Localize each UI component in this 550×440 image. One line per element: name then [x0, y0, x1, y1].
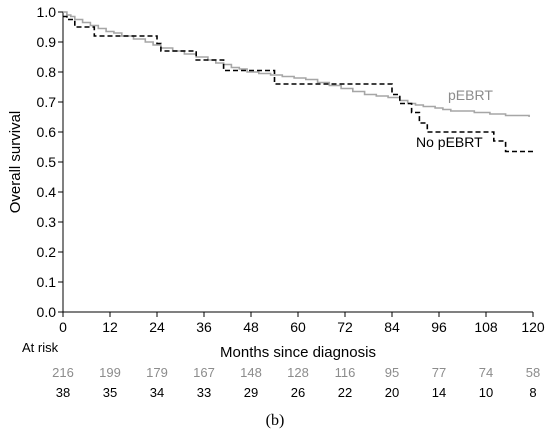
x-tick-label: 60 — [290, 319, 306, 335]
at-risk-value: 216 — [52, 365, 74, 380]
x-tick-label: 12 — [102, 319, 118, 335]
figure-caption: (b) — [265, 412, 285, 429]
x-tick-label: 36 — [196, 319, 212, 335]
x-tick-label: 24 — [149, 319, 165, 335]
y-tick-label: 1.0 — [37, 4, 57, 20]
y-tick-label: 0.3 — [37, 214, 57, 230]
y-axis-title: Overall survival — [7, 111, 24, 214]
x-tick-label: 72 — [337, 319, 353, 335]
x-tick-label: 0 — [59, 319, 67, 335]
at-risk-value: 95 — [385, 365, 399, 380]
y-tick-label: 0.1 — [37, 274, 57, 290]
at-risk-value: 38 — [56, 385, 70, 400]
at-risk-value: 58 — [526, 365, 540, 380]
x-tick-label: 108 — [474, 319, 498, 335]
at-risk-value: 22 — [338, 385, 352, 400]
at-risk-value: 116 — [335, 365, 356, 380]
at-risk-value: 14 — [432, 385, 446, 400]
x-axis-title: Months since diagnosis — [220, 344, 376, 361]
y-tick-label: 0.7 — [37, 94, 57, 110]
at-risk-value: 74 — [479, 365, 493, 380]
series-line-pebrt — [63, 11, 530, 117]
y-tick-label: 0.8 — [37, 64, 57, 80]
at-risk-value: 8 — [529, 385, 536, 400]
series-line-no-pebrt — [63, 15, 533, 153]
x-ticks: 0 12 24 36 48 60 72 84 96 108 120 — [59, 312, 545, 335]
at-risk-value: 20 — [385, 385, 399, 400]
at-risk-value: 33 — [197, 385, 211, 400]
x-tick-label: 84 — [384, 319, 400, 335]
at-risk-value: 167 — [193, 365, 215, 380]
at-risk-value: 35 — [103, 385, 117, 400]
at-risk-value: 77 — [432, 365, 446, 380]
legend-label-no-pebrt: No pEBRT — [416, 134, 483, 150]
at-risk-value: 10 — [479, 385, 493, 400]
y-tick-label: 0.4 — [37, 184, 57, 200]
at-risk-value: 29 — [244, 385, 258, 400]
x-tick-label: 120 — [521, 319, 545, 335]
y-tick-label: 0.9 — [37, 34, 57, 50]
at-risk-value: 148 — [240, 365, 262, 380]
at-risk-value: 199 — [99, 365, 121, 380]
legend-label-pebrt: pEBRT — [448, 87, 493, 103]
y-ticks: 0.0 0.1 0.2 0.3 0.4 0.5 0.6 0.7 0.8 0.9 1.0 — [37, 4, 63, 320]
y-tick-label: 0.0 — [37, 304, 57, 320]
at-risk-value: 179 — [146, 365, 168, 380]
x-tick-label: 48 — [243, 319, 259, 335]
at-risk-title: At risk — [22, 340, 59, 355]
y-tick-label: 0.2 — [37, 244, 57, 260]
series-lines — [63, 11, 533, 153]
y-tick-label: 0.5 — [37, 154, 57, 170]
at-risk-value: 128 — [287, 365, 309, 380]
at-risk-value: 34 — [150, 385, 164, 400]
x-tick-label: 96 — [431, 319, 447, 335]
y-tick-label: 0.6 — [37, 124, 57, 140]
axes — [62, 12, 533, 313]
at-risk-value: 26 — [291, 385, 305, 400]
